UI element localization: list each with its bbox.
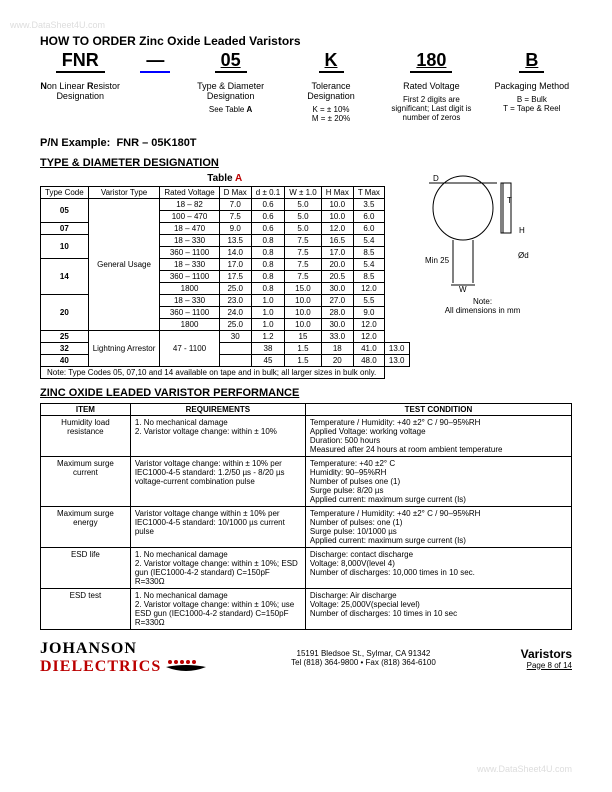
brand-2: DIELECTRICS: [40, 658, 161, 675]
perf-row: Humidity load resistance1. No mechanical…: [41, 416, 572, 457]
table-a-header: T Max: [353, 187, 384, 199]
svg-text:D: D: [433, 174, 439, 183]
section-performance: ZINC OXIDE LEADED VARISTOR PERFORMANCE: [40, 387, 572, 399]
pn-value: FNR – 05K180T: [116, 137, 196, 149]
part-sub-pkg: B = Bulk T = Tape & Reel: [492, 95, 572, 113]
footer-product: Varistors: [521, 647, 572, 661]
table-a-header: H Max: [321, 187, 353, 199]
part-code-volt: 180: [410, 50, 452, 73]
footer-address: 15191 Bledsoe St., Sylmar, CA 91342 Tel …: [291, 649, 436, 667]
table-a-note: Note: Type Codes 05, 07,10 and 14 availa…: [41, 367, 410, 379]
part-code-fnr: FNR: [56, 50, 105, 73]
footer-page: Page 8 of 14: [521, 661, 572, 670]
watermark-top: www.DataSheet4U.com: [10, 20, 572, 30]
perf-row: Maximum surge energyVaristor voltage cha…: [41, 507, 572, 548]
table-a: Type CodeVaristor TypeRated VoltageD Max…: [40, 186, 410, 379]
part-code-pkg: B: [519, 50, 544, 73]
part-code-tol: K: [319, 50, 344, 73]
table-a-header: W ± 1.0: [285, 187, 322, 199]
perf-header: ITEM: [41, 404, 131, 416]
perf-header: TEST CONDITION: [305, 404, 571, 416]
perf-row: ESD test1. No mechanical damage 2. Varis…: [41, 589, 572, 630]
part-label-pkg: Packaging Method: [492, 81, 572, 91]
footer-logo: JOHANSON DIELECTRICS: [40, 640, 206, 676]
table-a-header: Type Code: [41, 187, 89, 199]
pn-label: P/N Example:: [40, 137, 110, 149]
part-label-volt: Rated Voltage: [391, 81, 471, 91]
part-sub-tol: K = ± 10% M = ± 20%: [291, 105, 371, 123]
table-a-row: 05General Usage18 – 827.00.65.010.03.5: [41, 199, 410, 211]
table-a-row: 25Lightning Arrestor47 - 1100301.21533.0…: [41, 331, 410, 343]
table-a-header: D Max: [219, 187, 251, 199]
footer: JOHANSON DIELECTRICS 15191 Bledsoe St., …: [40, 640, 572, 676]
part-label-type: Type & Diameter Designation: [190, 81, 270, 101]
svg-text:W: W: [459, 285, 467, 293]
part-sub-volt: First 2 digits are significant; Last dig…: [391, 95, 471, 122]
svg-text:H: H: [519, 226, 525, 235]
part-label-fnr: Non Linear Resistor Designation: [40, 81, 120, 101]
part-sub-type: See Table A: [190, 105, 270, 114]
table-a-header: Varistor Type: [88, 187, 160, 199]
table-performance: ITEMREQUIREMENTSTEST CONDITIONHumidity l…: [40, 403, 572, 630]
part-code-type: 05: [215, 50, 247, 73]
perf-row: ESD life1. No mechanical damage 2. Varis…: [41, 548, 572, 589]
table-a-header: Rated Voltage: [160, 187, 219, 199]
perf-row: Maximum surge currentVaristor voltage ch…: [41, 457, 572, 507]
diagram-note: Note: All dimensions in mm: [418, 297, 548, 315]
part-number-breakdown: FNR Non Linear Resistor Designation — 05…: [40, 50, 572, 123]
footer-right: Varistors Page 8 of 14: [521, 647, 572, 670]
brand-1: JOHANSON: [40, 640, 137, 657]
section-type-diameter: TYPE & DIAMETER DESIGNATION: [40, 157, 572, 169]
order-heading: HOW TO ORDER Zinc Oxide Leaded Varistors: [40, 34, 572, 48]
table-a-caption: Table A: [40, 173, 410, 184]
svg-text:Ød: Ød: [518, 251, 529, 260]
part-label-tol: Tolerance Designation: [291, 81, 371, 101]
pn-example: P/N Example: FNR – 05K180T: [40, 137, 572, 149]
svg-text:Min 25: Min 25: [425, 256, 450, 265]
perf-header: REQUIREMENTS: [130, 404, 305, 416]
part-dash: —: [140, 50, 170, 73]
watermark-bottom: www.DataSheet4U.com: [477, 764, 572, 774]
varistor-diagram: D T Min 25 H Ød W Note: All dimensions i…: [418, 173, 548, 315]
table-a-header: d ± 0.1: [251, 187, 284, 199]
